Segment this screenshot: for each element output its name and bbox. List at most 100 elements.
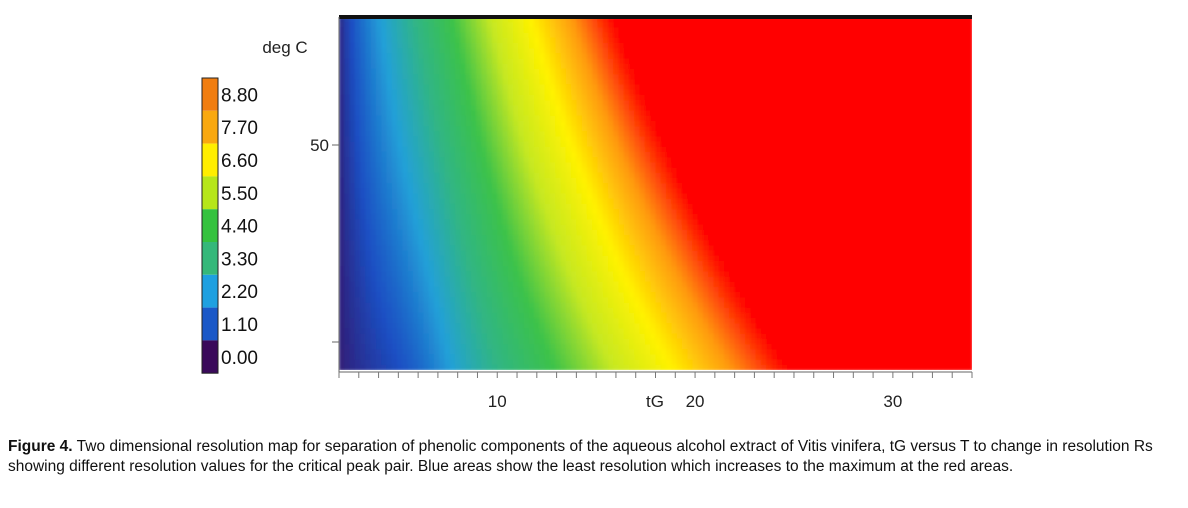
heatmap-cell: [771, 89, 778, 96]
heatmap-cell: [845, 120, 852, 127]
heatmap-cell: [808, 141, 815, 148]
heatmap-cell: [697, 157, 704, 163]
heatmap-cell: [898, 188, 905, 195]
heatmap-cell: [555, 84, 562, 91]
heatmap-cell: [750, 162, 757, 169]
heatmap-cell: [476, 146, 483, 153]
heatmap-cell: [375, 219, 382, 226]
heatmap-cell: [444, 27, 451, 34]
heatmap-cell: [613, 229, 620, 236]
heatmap-cell: [586, 209, 593, 215]
heatmap-cell: [597, 74, 604, 80]
heatmap-cell: [597, 94, 604, 101]
heatmap-cell: [412, 209, 419, 215]
heatmap-cell: [713, 126, 720, 132]
heatmap-cell: [481, 94, 488, 101]
heatmap-cell: [845, 219, 852, 226]
heatmap-cell: [945, 105, 952, 112]
heatmap-cell: [966, 193, 972, 200]
heatmap-cell: [671, 141, 678, 148]
heatmap-cell: [502, 177, 509, 184]
heatmap-cell: [528, 151, 535, 158]
heatmap-cell: [877, 203, 883, 210]
heatmap-cell: [808, 120, 815, 127]
heatmap-cell: [966, 100, 972, 106]
heatmap-cell: [750, 74, 757, 80]
heatmap-cell: [534, 224, 541, 231]
heatmap-cell: [898, 37, 905, 44]
heatmap-cell: [539, 53, 546, 60]
heatmap-cell: [718, 22, 725, 28]
heatmap-cell: [771, 224, 778, 231]
heatmap-cell: [819, 126, 825, 132]
heatmap-cell: [766, 84, 773, 91]
heatmap-cell: [834, 27, 841, 34]
heatmap-cell: [486, 89, 493, 96]
heatmap-cell: [618, 42, 625, 49]
heatmap-cell: [407, 157, 414, 163]
heatmap-cell: [491, 115, 498, 122]
heatmap-cell: [623, 17, 630, 23]
heatmap-cell: [739, 151, 746, 158]
heatmap-cell: [418, 58, 425, 65]
heatmap-cell: [734, 58, 741, 65]
heatmap-cell: [803, 115, 810, 122]
heatmap-cell: [555, 37, 562, 44]
heatmap-cell: [903, 84, 910, 91]
heatmap-cell: [813, 79, 820, 86]
heatmap-cell: [608, 214, 614, 221]
heatmap-cell: [381, 68, 388, 75]
heatmap-cell: [950, 68, 957, 75]
heatmap-cell: [966, 110, 972, 117]
heatmap-cell: [523, 84, 530, 91]
heatmap-cell: [571, 193, 577, 200]
heatmap-cell: [470, 53, 477, 60]
heatmap-cell: [370, 136, 377, 143]
heatmap-cell: [681, 94, 688, 101]
heatmap-cell: [708, 167, 715, 174]
heatmap-cell: [486, 17, 493, 23]
heatmap-cell: [929, 27, 936, 34]
heatmap-cell: [713, 151, 720, 158]
heatmap-cell: [339, 115, 345, 122]
heatmap-cell: [365, 172, 372, 179]
heatmap-cell: [344, 229, 351, 236]
heatmap-cell: [840, 162, 847, 169]
heatmap-cell: [523, 146, 530, 153]
heatmap-cell: [729, 100, 736, 106]
heatmap-cell: [581, 162, 588, 169]
heatmap-cell: [824, 37, 831, 44]
heatmap-cell: [935, 219, 941, 226]
heatmap-cell: [819, 219, 825, 226]
heatmap-cell: [539, 157, 546, 163]
heatmap-cell: [560, 151, 567, 158]
heatmap-cell: [755, 94, 762, 101]
heatmap-cell: [428, 214, 435, 221]
heatmap-cell: [660, 131, 667, 137]
heatmap-cell: [397, 105, 403, 112]
heatmap-cell: [576, 126, 583, 132]
heatmap-cell: [581, 79, 588, 86]
heatmap-cell: [544, 79, 551, 86]
heatmap-cell: [386, 48, 393, 54]
heatmap-cell: [344, 79, 351, 86]
heatmap-cell: [439, 224, 446, 231]
heatmap-cell: [523, 126, 530, 132]
heatmap-cell: [761, 84, 767, 91]
heatmap-cell: [687, 126, 694, 132]
heatmap-cell: [613, 131, 620, 137]
heatmap-cell: [344, 22, 351, 28]
heatmap-cell: [829, 224, 836, 231]
heatmap-cell: [513, 183, 519, 189]
heatmap-cell: [950, 53, 957, 60]
heatmap-cell: [660, 193, 667, 200]
heatmap-cell: [433, 214, 440, 221]
heatmap-cell: [724, 193, 730, 200]
heatmap-cell: [702, 120, 709, 127]
heatmap-cell: [776, 136, 783, 143]
heatmap-cell: [555, 89, 562, 96]
heatmap-cell: [861, 183, 868, 189]
heatmap-cell: [433, 188, 440, 195]
heatmap-cell: [650, 146, 657, 153]
heatmap-cell: [592, 58, 599, 65]
